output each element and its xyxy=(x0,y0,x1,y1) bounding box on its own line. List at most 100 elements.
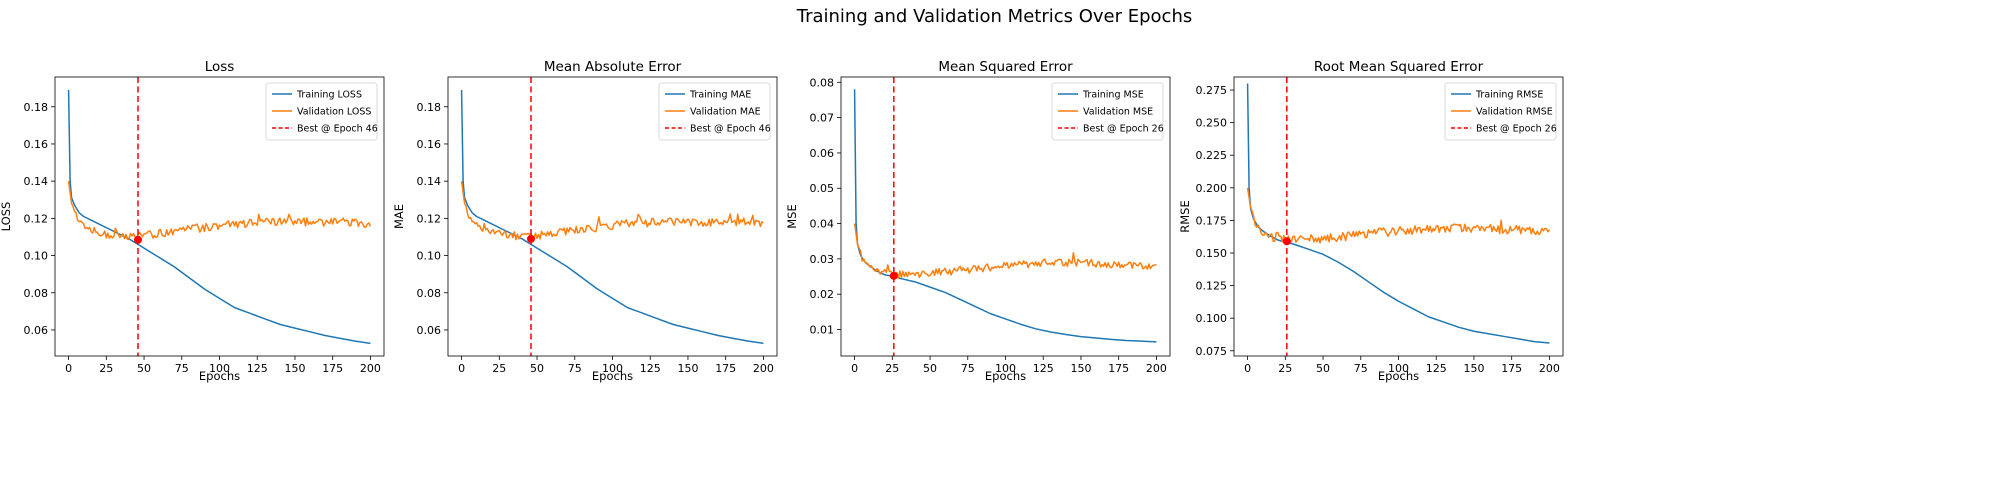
chart2-xtick-label: 100 xyxy=(995,362,1016,375)
chart3-xtick-label: 75 xyxy=(1354,362,1368,375)
chart1-xtick-label: 0 xyxy=(458,362,465,375)
chart1-xlabel: Epochs xyxy=(592,369,633,383)
chart3-ytick-label: 0.275 xyxy=(1196,84,1228,97)
chart2-legend-label: Training MSE xyxy=(1082,90,1144,101)
chart-panel-0: Loss 0 25 50 75 100 125 150 175 200 0.06 0.08 0.10 0.… xyxy=(0,59,385,383)
chart0-legend-label: Validation LOSS xyxy=(297,107,371,118)
chart1-xtick-label: 150 xyxy=(677,362,698,375)
chart3-xtick-label: 50 xyxy=(1316,362,1330,375)
chart1-xtick-label: 100 xyxy=(602,362,623,375)
chart0-title: Loss xyxy=(205,59,235,75)
chart-panel-2: Mean Squared Error 0 25 50 75 100 125 150 175 200… xyxy=(785,59,1171,383)
chart0-xtick-label: 0 xyxy=(65,362,72,375)
chart0-ytick-label: 0.08 xyxy=(24,287,49,300)
chart3-xtick-label: 175 xyxy=(1501,362,1522,375)
chart0-ytick-label: 0.06 xyxy=(24,324,49,337)
chart1-ytick-label: 0.14 xyxy=(417,175,442,188)
chart2-ytick-label: 0.07 xyxy=(810,112,835,125)
chart2-ylabel: MSE xyxy=(785,204,799,229)
chart3-ytick-label: 0.200 xyxy=(1196,182,1228,195)
chart3-ytick-label: 0.175 xyxy=(1196,214,1228,227)
chart2-ytick-label: 0.03 xyxy=(810,253,835,266)
chart3-xtick-label: 0 xyxy=(1244,362,1251,375)
chart1-legend-label: Best @ Epoch 46 xyxy=(690,124,771,135)
chart1-series-validation-line xyxy=(460,181,764,241)
chart2-ytick-label: 0.05 xyxy=(810,182,835,195)
chart3-title: Root Mean Squared Error xyxy=(1314,59,1484,75)
chart3-ytick-label: 0.075 xyxy=(1196,345,1228,358)
chart0-legend-label: Best @ Epoch 46 xyxy=(297,124,378,135)
chart2-xtick-label: 150 xyxy=(1070,362,1091,375)
chart0-ytick-label: 0.10 xyxy=(24,250,49,263)
chart2-best-epoch-point xyxy=(889,271,898,280)
chart1-legend: Training MAE Validation MAE Best @ Epoch 4… xyxy=(658,82,771,141)
chart3-legend-label: Best @ Epoch 26 xyxy=(1476,124,1557,135)
chart0-legend: Training LOSS Validation LOSS Best @ Epoch… xyxy=(265,82,378,141)
chart3-series-validation-line xyxy=(1246,187,1551,244)
chart2-series-validation-line xyxy=(853,223,1157,279)
chart0-xtick-label: 25 xyxy=(99,362,113,375)
chart1-ytick-label: 0.10 xyxy=(417,250,442,263)
chart1-series-training-line xyxy=(460,90,764,345)
chart-panel-3: Root Mean Squared Error 0 25 50 75 100 125 150 1… xyxy=(1178,59,1564,383)
chart1-ytick-label: 0.06 xyxy=(417,324,442,337)
chart3-legend: Training RMSE Validation RMSE Best @ Epoch… xyxy=(1444,82,1557,141)
chart2-title: Mean Squared Error xyxy=(938,59,1073,75)
chart0-xtick-label: 125 xyxy=(247,362,268,375)
chart1-ytick-label: 0.08 xyxy=(417,287,442,300)
chart0-xlabel: Epochs xyxy=(199,369,240,383)
chart2-ytick-label: 0.04 xyxy=(810,218,835,231)
chart2-xtick-label: 50 xyxy=(923,362,937,375)
chart3-ytick-label: 0.100 xyxy=(1196,312,1228,325)
chart0-axes-frame xyxy=(54,76,385,357)
chart0-ylabel: LOSS xyxy=(0,202,13,232)
chart2-legend: Training MSE Validation MSE Best @ Epoch 2… xyxy=(1051,82,1164,141)
chart-panel-1: Mean Absolute Error 0 25 50 75 100 125 150 175 20… xyxy=(392,59,778,383)
chart1-xtick-label: 25 xyxy=(492,362,506,375)
chart2-axes-frame xyxy=(840,76,1171,357)
figure-suptitle: Training and Validation Metrics Over Epo… xyxy=(796,6,1193,27)
chart2-xlabel: Epochs xyxy=(985,369,1026,383)
chart1-xtick-label: 75 xyxy=(568,362,582,375)
chart3-xtick-label: 200 xyxy=(1539,362,1560,375)
chart1-ytick-label: 0.18 xyxy=(417,101,442,114)
chart0-ytick-label: 0.14 xyxy=(24,175,49,188)
chart2-ytick-label: 0.06 xyxy=(810,147,835,160)
chart1-xtick-label: 50 xyxy=(530,362,544,375)
chart2-legend-label: Validation MSE xyxy=(1083,107,1153,118)
chart2-legend-label: Best @ Epoch 26 xyxy=(1083,124,1164,135)
chart0-series-training-line xyxy=(67,90,371,345)
chart3-ytick-label: 0.150 xyxy=(1196,247,1228,260)
chart1-ylabel: MAE xyxy=(392,204,406,229)
chart2-xtick-label: 0 xyxy=(851,362,858,375)
chart0-best-epoch-point xyxy=(134,235,143,244)
chart1-xtick-label: 175 xyxy=(715,362,736,375)
chart0-series-validation-line xyxy=(67,181,372,241)
chart3-ytick-label: 0.125 xyxy=(1196,280,1228,293)
chart2-xtick-label: 25 xyxy=(885,362,899,375)
chart0-ytick-label: 0.16 xyxy=(24,138,49,151)
chart2-xtick-label: 75 xyxy=(961,362,975,375)
chart2-xtick-label: 125 xyxy=(1033,362,1054,375)
chart1-title: Mean Absolute Error xyxy=(544,59,682,75)
chart2-ytick-label: 0.01 xyxy=(810,324,835,337)
chart2-ytick-label: 0.08 xyxy=(810,76,835,89)
chart3-xtick-label: 125 xyxy=(1426,362,1447,375)
chart1-ytick-label: 0.12 xyxy=(417,212,442,225)
chart2-xtick-label: 175 xyxy=(1108,362,1129,375)
chart3-ytick-label: 0.250 xyxy=(1196,117,1228,130)
chart0-xtick-label: 175 xyxy=(322,362,343,375)
chart1-xtick-label: 125 xyxy=(640,362,661,375)
chart0-ytick-label: 0.18 xyxy=(24,101,49,114)
chart0-xtick-label: 200 xyxy=(360,362,381,375)
chart3-ytick-label: 0.225 xyxy=(1196,149,1228,162)
chart1-axes-frame xyxy=(447,76,778,357)
chart0-ytick-label: 0.12 xyxy=(24,212,49,225)
chart3-xtick-label: 150 xyxy=(1463,362,1484,375)
chart1-legend-label: Validation MAE xyxy=(690,107,761,118)
chart0-xtick-label: 100 xyxy=(209,362,230,375)
chart3-xtick-label: 25 xyxy=(1278,362,1292,375)
chart1-best-epoch-point xyxy=(527,234,536,243)
chart0-xtick-label: 75 xyxy=(175,362,189,375)
